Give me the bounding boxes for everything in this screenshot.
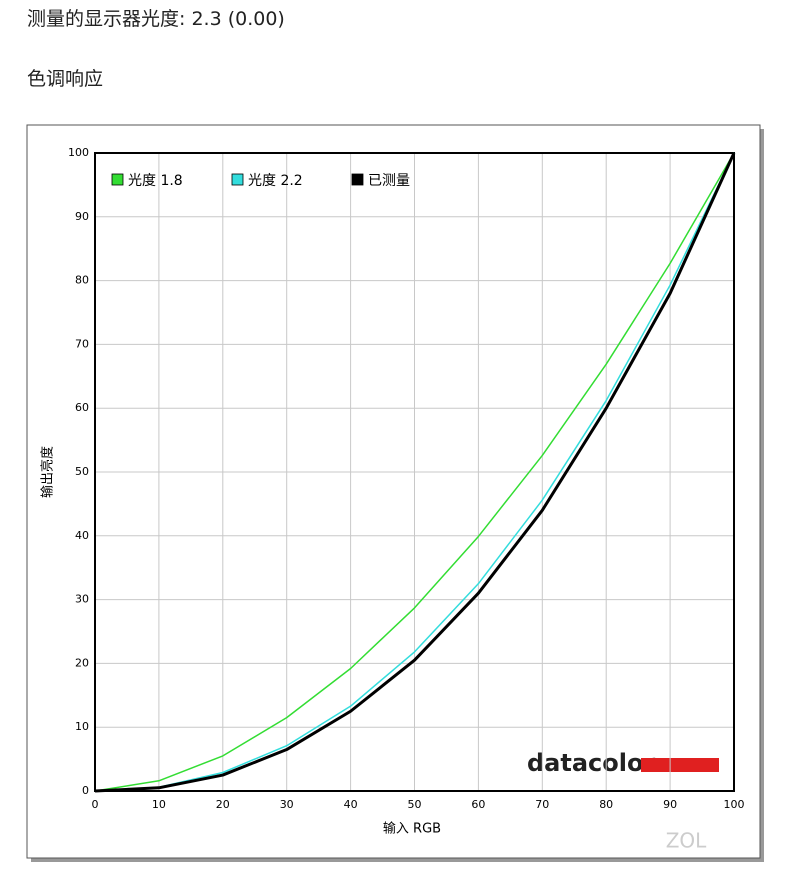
y-tick-label: 10	[75, 720, 89, 733]
y-tick-label: 80	[75, 274, 89, 287]
legend-swatch	[351, 173, 364, 186]
series-line	[94, 152, 735, 792]
x-tick-label: 10	[152, 798, 166, 811]
x-tick-label: 70	[535, 798, 549, 811]
logo-bar	[641, 758, 719, 772]
x-tick-label: 0	[92, 798, 99, 811]
y-tick-label: 60	[75, 401, 89, 414]
y-tick-label: 30	[75, 593, 89, 606]
x-tick-label: 50	[408, 798, 422, 811]
legend-swatch	[231, 173, 244, 186]
y-tick-label: 20	[75, 656, 89, 669]
y-tick-label: 100	[68, 146, 89, 159]
y-tick-label: 0	[82, 784, 89, 797]
plot-frame	[94, 152, 735, 792]
x-tick-label: 20	[216, 798, 230, 811]
section-title: 色调响应	[27, 68, 104, 90]
y-tick-label: 70	[75, 337, 89, 350]
series-line	[94, 152, 735, 792]
y-axis-label: 输出亮度	[40, 446, 56, 498]
gamma-line: 测量的显示器光度: 2.3 (0.00)	[27, 8, 285, 30]
x-axis-label: 输入 RGB	[383, 821, 441, 837]
watermark: ZOL	[666, 829, 707, 853]
x-tick-label: 90	[663, 798, 677, 811]
series-line	[94, 152, 736, 793]
y-tick-label: 40	[75, 529, 89, 542]
legend-label: 光度 1.8	[128, 173, 183, 189]
x-tick-label: 100	[724, 798, 745, 811]
x-tick-label: 40	[344, 798, 358, 811]
legend-label: 光度 2.2	[248, 173, 303, 189]
x-tick-label: 30	[280, 798, 294, 811]
legend-label: 已测量	[368, 173, 410, 189]
legend-swatch	[111, 173, 124, 186]
y-tick-label: 90	[75, 210, 89, 223]
x-tick-label: 60	[471, 798, 485, 811]
x-tick-label: 80	[599, 798, 613, 811]
logo: datacolor	[527, 749, 655, 777]
chart-box	[26, 124, 761, 859]
y-tick-label: 50	[75, 465, 89, 478]
